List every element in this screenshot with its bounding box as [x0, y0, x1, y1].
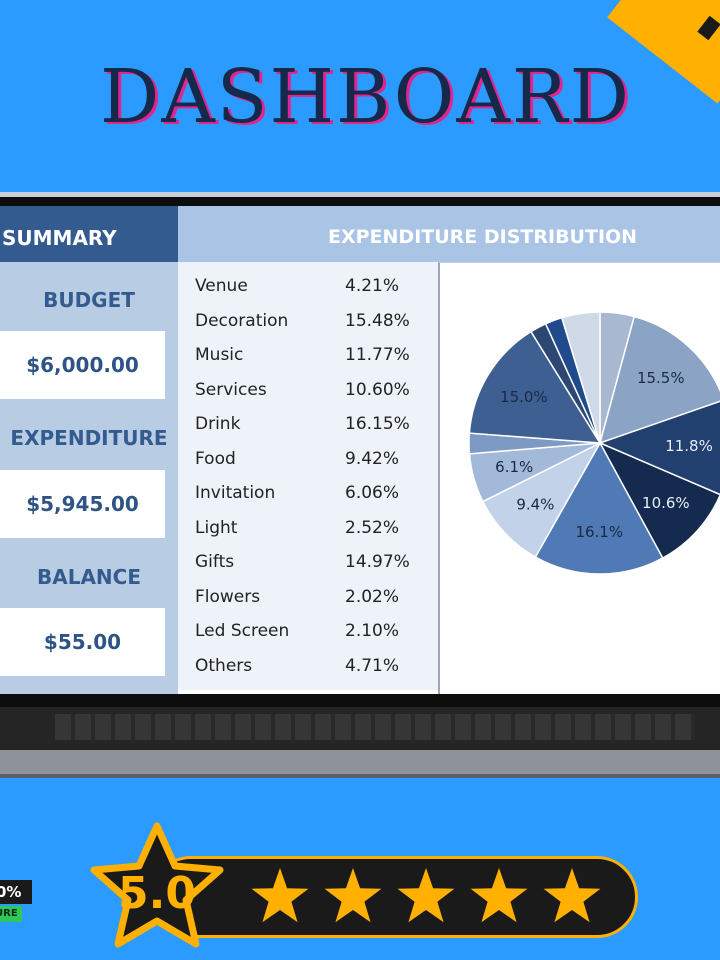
list-item: Light 2.52%	[195, 518, 435, 552]
pie-data-label: 15.5%	[637, 369, 685, 387]
item-percent: 15.48%	[345, 310, 410, 331]
pie-data-label: 10.6%	[642, 494, 690, 512]
item-name: Decoration	[195, 310, 289, 331]
badge-bottom-text: URE	[0, 906, 22, 922]
pie-data-label: 16.1%	[575, 523, 623, 541]
item-name: Gifts	[195, 552, 235, 572]
list-item: Music 11.77%	[195, 345, 435, 379]
item-percent: 16.15%	[345, 414, 410, 434]
item-percent: 9.42%	[345, 448, 400, 469]
pie-slice-drink	[534, 441, 664, 575]
keyboard	[55, 714, 695, 740]
rating-score: 5.0	[118, 868, 196, 919]
item-percent: 6.06%	[345, 483, 400, 503]
item-name: Music	[195, 345, 244, 365]
list-item: Services 10.60%	[195, 380, 435, 414]
big-star-icon	[90, 822, 224, 948]
summary-panel: SUMMARY BUDGET $6,000.00 EXPENDITURE $5,…	[0, 206, 178, 694]
item-percent: 10.60%	[345, 379, 410, 400]
pie-data-label: 6.1%	[495, 458, 533, 476]
star-icon	[470, 868, 528, 923]
budget-label: BUDGET	[43, 288, 135, 312]
expenditure-list: Venue 4.21% Decoration 15.48% Music 11.77% …	[178, 262, 438, 690]
budget-value: $6,000.00	[0, 331, 165, 399]
page-title: DASHBOARD	[100, 54, 631, 140]
pie-chart-panel: 15.5% 11.8% 10.6% 16.1% 9.4% 6.1% 15.0%	[438, 262, 720, 694]
laptop-lip	[0, 750, 720, 778]
item-percent: 4.71%	[345, 655, 400, 676]
list-item: Led Screen 2.10%	[195, 621, 435, 655]
summary-heading: SUMMARY	[0, 206, 178, 262]
list-item: Invitation 6.06%	[195, 483, 435, 517]
item-name: Services	[195, 379, 267, 400]
pie-data-label: 11.8%	[665, 437, 713, 455]
list-item: Decoration 15.48%	[195, 311, 435, 345]
item-name: Led Screen	[195, 621, 290, 641]
list-item: Gifts 14.97%	[195, 552, 435, 586]
item-name: Venue	[195, 276, 248, 296]
pie-data-label: 9.4%	[516, 495, 554, 513]
balance-value: $55.00	[0, 608, 165, 676]
pie-slice-food	[481, 441, 602, 558]
list-item: Venue 4.21%	[195, 276, 435, 310]
pie-slice-services	[598, 441, 720, 560]
item-percent: 4.21%	[345, 276, 400, 296]
star-icon	[324, 868, 382, 923]
laptop-screen: SUMMARY BUDGET $6,000.00 EXPENDITURE $5,…	[0, 206, 720, 694]
list-item: Flowers 2.02%	[195, 587, 435, 621]
expenditure-label: EXPENDITURE	[10, 426, 168, 450]
expenditure-value: $5,945.00	[0, 470, 165, 538]
item-name: Others	[195, 655, 253, 676]
pie-slice-others	[560, 311, 601, 444]
item-percent: 2.10%	[345, 621, 400, 641]
item-name: Light	[195, 517, 238, 538]
item-percent: 2.02%	[345, 586, 400, 607]
item-percent: 14.97%	[345, 552, 410, 572]
item-percent: 11.77%	[345, 345, 410, 365]
star-rating	[251, 868, 601, 923]
item-percent: 2.52%	[345, 517, 400, 538]
star-icon	[397, 868, 455, 923]
item-name: Invitation	[195, 483, 276, 503]
star-icon	[543, 868, 601, 923]
expenditure-heading: EXPENDITURE DISTRIBUTION	[178, 206, 720, 262]
star-icon	[251, 868, 309, 923]
guarantee-badge: 0% URE	[0, 872, 48, 932]
item-name: Drink	[195, 414, 241, 434]
balance-label: BALANCE	[36, 565, 142, 589]
pie-data-label: 15.0%	[500, 388, 548, 406]
list-item: Others 4.71%	[195, 656, 435, 690]
laptop-mockup: SUMMARY BUDGET $6,000.00 EXPENDITURE $5,…	[0, 192, 720, 778]
item-name: Food	[195, 448, 236, 469]
list-item: Food 9.42%	[195, 449, 435, 483]
item-name: Flowers	[195, 586, 261, 607]
list-item: Drink 16.15%	[195, 414, 435, 448]
pie-slice-music	[597, 400, 720, 496]
badge-top-text: 0%	[0, 880, 32, 904]
pie-chart: 15.5% 11.8% 10.6% 16.1% 9.4% 6.1% 15.0%	[468, 311, 720, 575]
pie-slice-gifts	[468, 330, 602, 444]
